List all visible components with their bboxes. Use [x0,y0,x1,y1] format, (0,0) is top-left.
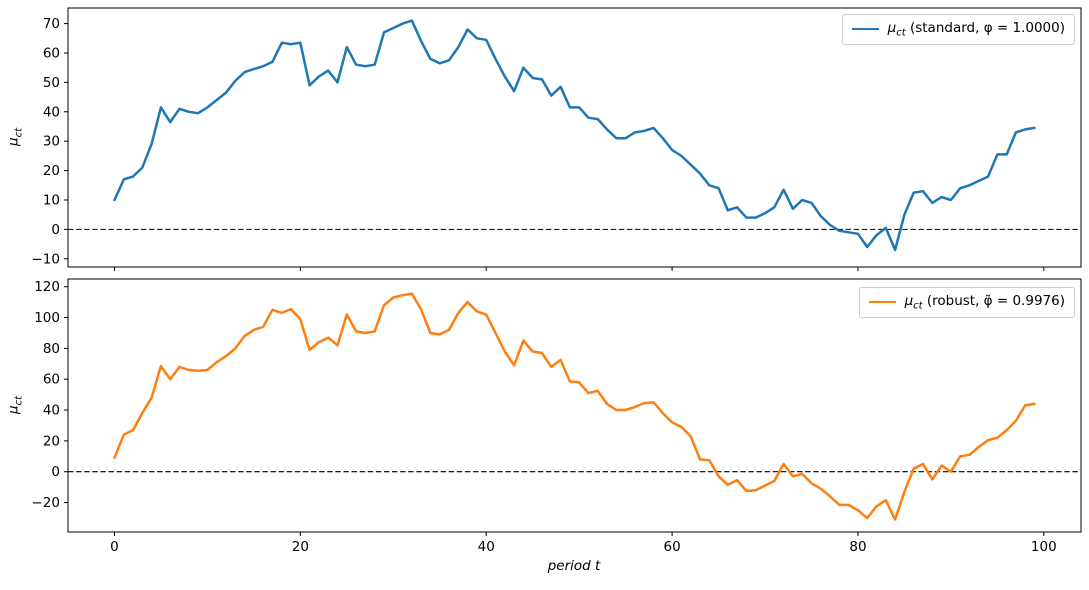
x-tick-label: 80 [849,539,866,555]
y-tick-label: 40 [43,104,60,120]
y-tick-label: 0 [51,222,60,238]
x-tick-label: 100 [1031,539,1057,555]
axes-spines [67,278,1082,533]
data-line [113,19,1036,252]
legend-line-sample-blue [851,28,879,31]
legend-label-top: μct (standard, φ = 1.0000) [887,20,1065,39]
y-tick-label: −20 [32,495,61,511]
y-tick-label: 10 [43,192,60,208]
y-tick-label: −10 [32,251,61,267]
legend-bottom: μct (robust, φ̃ = 0.9976) [858,287,1075,318]
y-axis-label-top: μct [5,127,25,147]
y-tick-label: 30 [43,134,60,150]
y-tick-label: 80 [43,341,60,357]
data-line [113,292,1036,521]
y-tick-label: 70 [43,16,60,32]
y-tick-label: 60 [43,372,60,388]
y-axis-label-bottom: μct [5,395,25,415]
x-tick-label: 60 [663,539,680,555]
y-tick-label: 120 [34,279,60,295]
y-tick-label: 20 [43,433,60,449]
x-tick-label: 40 [478,539,495,555]
x-tick-label: 20 [292,539,309,555]
y-tick-label: 20 [43,163,60,179]
y-tick-label: 40 [43,403,60,419]
legend-top: μct (standard, φ = 1.0000) [841,14,1075,45]
legend-line-sample-orange [868,301,896,304]
legend-label-bottom: μct (robust, φ̃ = 0.9976) [904,293,1065,312]
y-tick-label: 100 [34,310,60,326]
x-axis-label: period t [547,558,601,574]
y-tick-label: 0 [51,464,60,480]
axes-spines [67,7,1082,268]
y-tick-label: 50 [43,75,60,91]
x-tick-label: 0 [110,539,119,555]
y-tick-label: 60 [43,45,60,61]
